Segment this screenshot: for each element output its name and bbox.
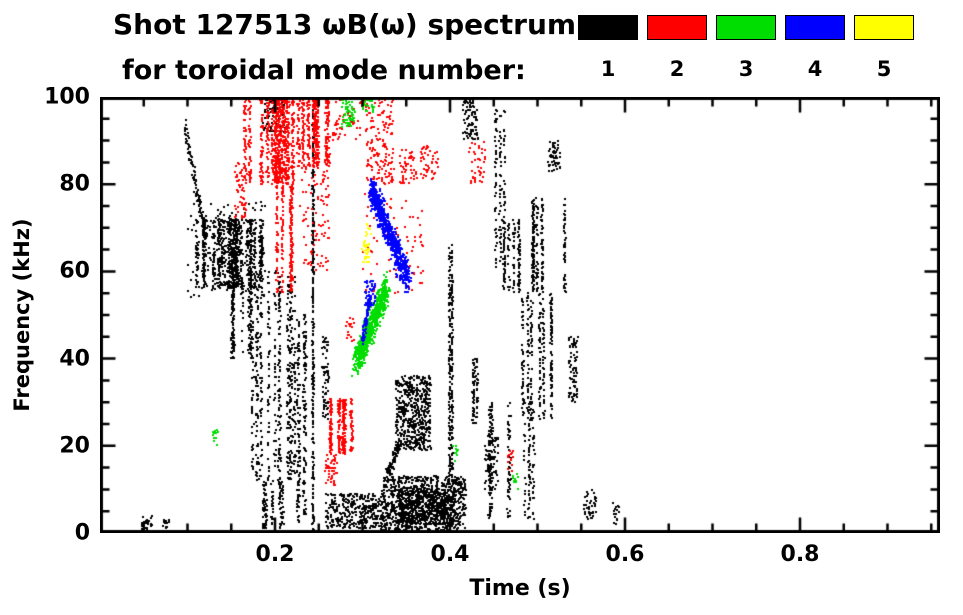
x-tick-label: 0.6 (605, 542, 645, 567)
legend-color-box (578, 15, 638, 40)
legend-color-box (854, 15, 914, 40)
legend-mode-numbers: 1 2 3 4 5 (578, 57, 914, 81)
x-tick-label: 0.4 (430, 542, 470, 567)
legend-color-box (785, 15, 845, 40)
y-tick-label: 100 (44, 84, 90, 110)
legend-mode-number: 4 (807, 57, 823, 81)
y-tick-label: 80 (59, 171, 90, 197)
legend-color-box (647, 15, 707, 40)
legend-color-box (716, 15, 776, 40)
legend-mode-number: 2 (669, 57, 685, 81)
x-axis-title: Time (s) (469, 576, 571, 601)
legend-mode-number: 1 (600, 57, 616, 81)
y-tick-label: 0 (74, 520, 90, 546)
x-tick-label: 0.8 (780, 542, 820, 567)
figure-title-line2: for toroidal mode number: (122, 55, 526, 86)
plot-canvas (100, 97, 940, 533)
y-tick-label: 40 (59, 346, 90, 372)
legend-color-boxes (578, 15, 914, 40)
y-tick-label: 20 (59, 433, 90, 459)
figure-title-line1: Shot 127513 ωB(ω) spectrum (113, 8, 577, 41)
y-axis-title: Frequency (kHz) (10, 218, 34, 412)
legend-mode-number: 5 (876, 57, 892, 81)
x-tick-label: 0.2 (255, 542, 295, 567)
legend-mode-number: 3 (738, 57, 754, 81)
y-tick-label: 60 (59, 258, 90, 284)
